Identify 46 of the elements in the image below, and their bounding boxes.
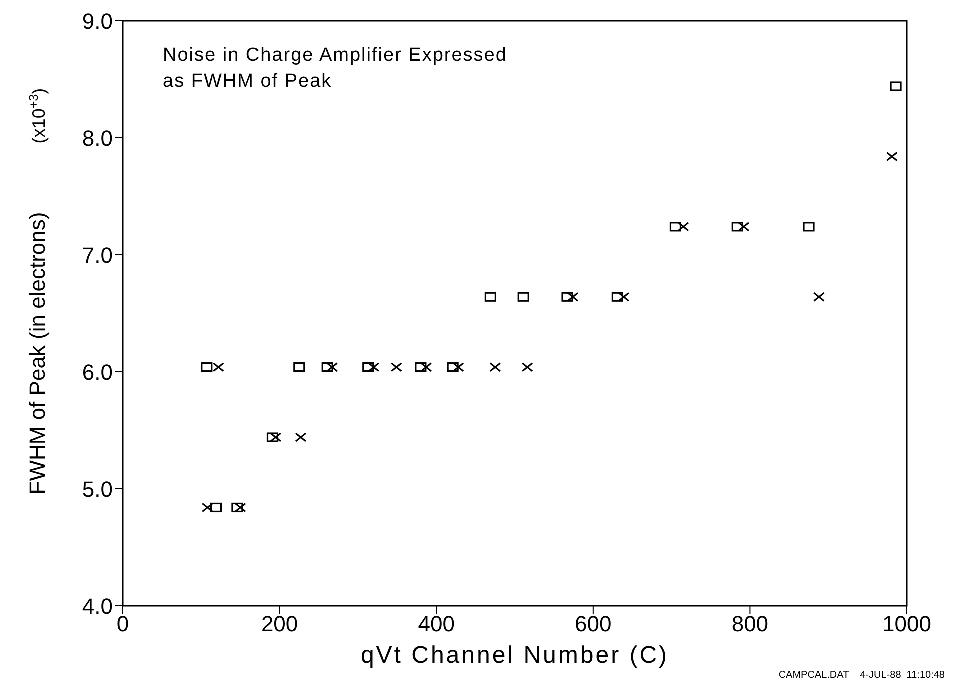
y-tick-label: 6.0 [82, 360, 113, 385]
y-axis-title: FWHM of Peak (in electrons) [25, 212, 50, 495]
point [295, 432, 307, 442]
point [326, 362, 338, 372]
y-tick-label: 7.0 [82, 242, 113, 268]
point [813, 292, 825, 302]
point [322, 362, 334, 372]
x-tick-label: 600 [575, 612, 612, 637]
point [266, 432, 279, 442]
point [420, 362, 432, 372]
point [294, 362, 306, 372]
point [567, 292, 579, 302]
y-tick-label: 9.0 [82, 8, 113, 34]
point [484, 292, 496, 302]
x-tick-label: 800 [732, 612, 769, 637]
text: CAMPCAL.DAT 4-JUL-88 11:10:48 [778, 670, 946, 681]
y-tick-label: 8.0 [82, 126, 113, 151]
point [390, 362, 402, 372]
point [452, 362, 464, 372]
point [210, 502, 222, 513]
point [670, 222, 682, 232]
point [522, 362, 534, 372]
point [890, 82, 902, 92]
point [886, 152, 898, 162]
point [201, 362, 213, 372]
point [415, 362, 427, 372]
point [212, 362, 224, 372]
y-tick-label: 5.0 [82, 476, 113, 502]
x-tick-label: 0 [116, 612, 130, 637]
point [612, 292, 624, 302]
x-axis-title: qVt Channel Number (C) [360, 642, 670, 669]
y-tick-label: 4.0 [82, 594, 113, 619]
point [732, 222, 744, 232]
point [490, 362, 502, 372]
point [447, 362, 459, 372]
x-tick-label: 200 [261, 612, 298, 637]
point [362, 362, 374, 372]
point [562, 292, 574, 302]
x-tick-label: 1000 [882, 612, 932, 637]
point [738, 222, 750, 232]
point [368, 362, 380, 372]
point [803, 222, 815, 232]
point [232, 502, 244, 513]
point [518, 292, 530, 302]
text: Noise in Charge Amplifier Expressed as FWHM of Peak [163, 45, 508, 92]
x-tick-label: 400 [418, 612, 455, 637]
